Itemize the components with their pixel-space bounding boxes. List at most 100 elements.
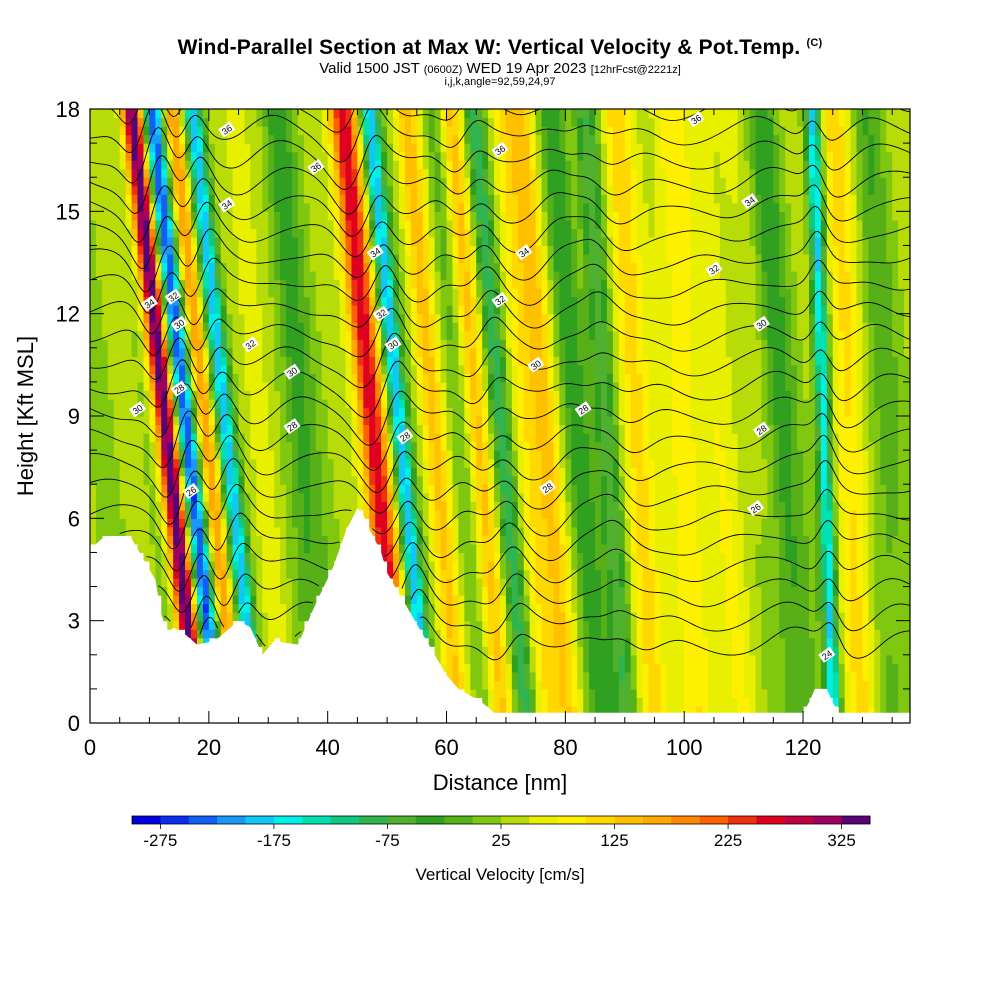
velocity-cell (309, 416, 317, 426)
velocity-cell (256, 578, 263, 588)
velocity-cell (143, 356, 151, 366)
velocity-cell (238, 560, 246, 571)
velocity-cell (434, 450, 442, 460)
velocity-cell (410, 484, 418, 494)
velocity-cell (523, 646, 531, 656)
velocity-cell (476, 202, 483, 212)
velocity-cell (315, 398, 323, 409)
velocity-cell (458, 467, 465, 477)
velocity-cell (155, 501, 162, 511)
velocity-cell (494, 543, 501, 554)
velocity-cell (458, 219, 465, 229)
velocity-cell (339, 441, 347, 451)
velocity-cell (476, 347, 483, 357)
velocity-cell (208, 134, 216, 144)
valid-utc: (0600Z) (423, 64, 463, 76)
velocity-cell (470, 253, 477, 264)
velocity-cell (482, 637, 489, 647)
velocity-cell (565, 458, 572, 468)
velocity-cell (220, 117, 228, 127)
velocity-cell (357, 253, 364, 264)
velocity-cell (511, 279, 519, 289)
velocity-cell (547, 194, 555, 204)
velocity-cell (113, 364, 121, 374)
velocity-cell (476, 288, 483, 298)
velocity-cell (393, 475, 400, 485)
velocity-cell (410, 475, 418, 485)
velocity-cell (458, 646, 465, 656)
velocity-cell (179, 143, 186, 153)
velocity-cell (113, 492, 121, 502)
velocity-cell (393, 407, 400, 417)
velocity-cell (274, 313, 281, 323)
velocity-cell (500, 629, 507, 639)
velocity-cell (398, 569, 406, 579)
velocity-cell (571, 364, 578, 374)
velocity-cell (523, 433, 531, 443)
velocity-cell (244, 330, 252, 340)
velocity-cell (226, 134, 234, 144)
velocity-cell (547, 253, 555, 264)
velocity-cell (101, 441, 109, 451)
velocity-cell (369, 168, 376, 178)
velocity-cell (523, 347, 531, 357)
velocity-cell (202, 467, 210, 477)
velocity-cell (458, 117, 465, 127)
velocity-cell (244, 194, 252, 204)
velocity-cell (262, 202, 269, 212)
velocity-cell (208, 296, 216, 306)
velocity-cell (125, 390, 133, 400)
velocity-cell (238, 373, 246, 383)
velocity-cell (488, 458, 495, 468)
velocity-cell (529, 279, 537, 289)
velocity-cell (505, 646, 513, 656)
velocity-cell (208, 560, 216, 571)
velocity-cell (559, 441, 566, 451)
velocity-cell (446, 109, 454, 119)
velocity-cell (280, 202, 287, 212)
velocity-cell (428, 569, 436, 579)
velocity-cell (517, 518, 525, 528)
velocity-cell (535, 373, 543, 383)
velocity-cell (161, 313, 168, 323)
velocity-cell (345, 160, 353, 170)
velocity-cell (488, 441, 495, 451)
velocity-cell (416, 211, 424, 221)
velocity-cell (232, 288, 240, 298)
velocity-cell (535, 484, 543, 494)
velocity-cell (214, 236, 222, 247)
velocity-cell (494, 236, 501, 247)
velocity-cell (547, 663, 555, 673)
velocity-cell (274, 364, 281, 374)
velocity-cell (119, 177, 127, 187)
velocity-cell (125, 407, 133, 417)
velocity-cell (297, 330, 305, 340)
velocity-cell (571, 168, 578, 178)
velocity-cell (464, 578, 471, 588)
velocity-cell (505, 663, 513, 673)
velocity-cell (214, 134, 222, 144)
velocity-cell (571, 322, 578, 332)
velocity-cell (125, 253, 133, 264)
velocity-cell (410, 168, 418, 178)
velocity-cell (565, 560, 572, 571)
velocity-cell (286, 262, 293, 272)
velocity-cell (137, 288, 145, 298)
velocity-cell (137, 535, 145, 545)
velocity-cell (232, 467, 240, 477)
velocity-cell (155, 245, 162, 255)
velocity-cell (90, 356, 97, 366)
velocity-cell (303, 271, 311, 281)
velocity-cell (179, 433, 186, 443)
velocity-cell (387, 458, 394, 468)
velocity-cell (363, 177, 370, 187)
velocity-cell (321, 492, 329, 502)
velocity-cell (375, 126, 382, 136)
velocity-cell (179, 450, 186, 460)
velocity-cell (464, 202, 471, 212)
velocity-cell (482, 109, 489, 119)
velocity-cell (529, 620, 537, 630)
velocity-cell (256, 245, 263, 255)
velocity-cell (363, 288, 370, 298)
velocity-cell (113, 322, 121, 332)
